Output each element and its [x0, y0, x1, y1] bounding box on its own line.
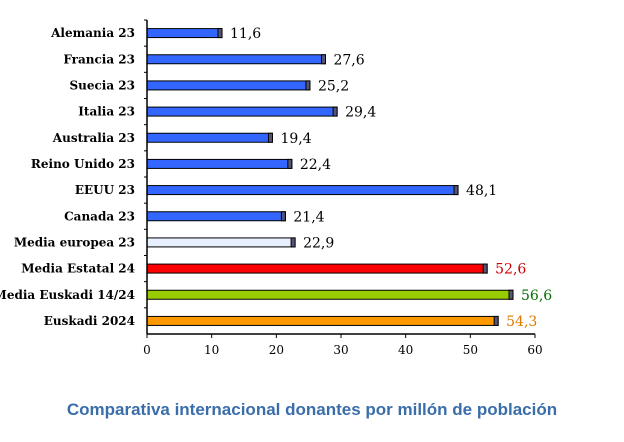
x-tick-label-4: 40 [398, 343, 413, 357]
bar-4 [146, 132, 273, 143]
category-label-2: Suecia 23 [69, 78, 135, 92]
bar-5 [146, 158, 293, 169]
bar-11 [146, 315, 499, 326]
value-label-4: 19,4 [280, 131, 311, 147]
bar-8 [146, 237, 296, 248]
axes: 0 10 20 30 40 50 60 [143, 19, 543, 357]
x-tick-label-5: 50 [463, 343, 478, 357]
value-label-7: 21,4 [293, 209, 324, 225]
bar-end-cap-3 [332, 106, 338, 117]
category-label-4: Australia 23 [52, 131, 135, 145]
bars-group [146, 28, 514, 326]
value-label-1: 27,6 [333, 52, 364, 68]
bar-end-cap-8 [290, 237, 296, 248]
category-label-10: Media Euskadi 14/24 [0, 288, 135, 302]
category-label-5: Reino Unido 23 [31, 157, 135, 171]
bar-end-cap-11 [493, 315, 499, 326]
bar-7 [146, 211, 286, 222]
category-label-7: Canada 23 [64, 209, 135, 223]
value-label-9: 52,6 [495, 262, 526, 278]
category-label-0: Alemania 23 [50, 26, 135, 40]
category-label-1: Francia 23 [63, 52, 135, 66]
bar-end-cap-9 [482, 263, 488, 274]
value-label-2: 25,2 [318, 78, 349, 94]
category-label-11: Euskadi 2024 [44, 314, 135, 328]
value-label-10: 56,6 [521, 288, 552, 304]
category-labels: Alemania 23 Francia 23 Suecia 23 Italia 23 A… [0, 26, 135, 328]
value-label-5: 22,4 [300, 157, 331, 173]
bar-end-cap-0 [217, 28, 223, 39]
bar-9 [146, 263, 488, 274]
chart-title: Comparativa internacional donantes por m… [66, 400, 558, 419]
x-tick-label-6: 60 [527, 343, 542, 357]
category-label-3: Italia 23 [78, 105, 135, 119]
bar-3 [146, 106, 338, 117]
category-label-8: Media europea 23 [14, 235, 135, 249]
x-tick-label-2: 20 [269, 343, 284, 357]
bar-end-cap-10 [508, 289, 514, 300]
bar-end-cap-1 [320, 54, 326, 65]
bar-0 [146, 28, 223, 39]
bar-end-cap-6 [453, 185, 459, 196]
x-tick-label-3: 30 [333, 343, 348, 357]
value-label-6: 48,1 [466, 183, 497, 199]
bar-end-cap-2 [305, 80, 311, 91]
category-label-6: EEUU 23 [75, 183, 135, 197]
bar-2 [146, 80, 311, 91]
bar-end-cap-4 [267, 132, 273, 143]
bar-6 [146, 185, 459, 196]
value-label-11: 54,3 [506, 314, 537, 330]
value-label-8: 22,9 [303, 235, 334, 251]
x-tick-label-1: 10 [204, 343, 219, 357]
value-labels: 11,6 27,6 25,2 29,4 19,4 22,4 48,1 21,4 22,9 52,6… [230, 26, 552, 330]
bar-end-cap-5 [287, 158, 293, 169]
bar-1 [146, 54, 326, 65]
x-tick-label-0: 0 [143, 343, 151, 357]
bar-chart: Alemania 23 Francia 23 Suecia 23 Italia 23 A… [0, 19, 552, 357]
bar-10 [146, 289, 514, 300]
value-label-0: 11,6 [230, 26, 261, 42]
bar-end-cap-7 [280, 211, 286, 222]
value-label-3: 29,4 [345, 105, 376, 121]
category-label-9: Media Estatal 24 [21, 262, 135, 276]
